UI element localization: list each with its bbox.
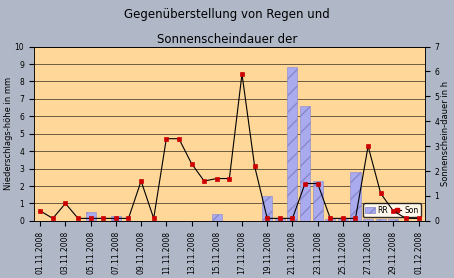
- Legend: RR, Son: RR, Son: [363, 203, 421, 217]
- Bar: [350, 172, 360, 221]
- Son: [239, 72, 245, 76]
- Son: [38, 209, 43, 213]
- Bar: [275, 219, 285, 221]
- Son: [113, 217, 118, 220]
- Bar: [325, 219, 336, 221]
- Son: [75, 217, 81, 220]
- Son: [252, 164, 257, 168]
- Son: [100, 217, 106, 220]
- Text: Gegenüberstellung von Regen und: Gegenüberstellung von Regen und: [124, 8, 330, 21]
- Son: [151, 217, 157, 220]
- Bar: [388, 219, 398, 221]
- Son: [138, 179, 144, 183]
- Son: [365, 145, 371, 148]
- Son: [202, 179, 207, 183]
- Son: [163, 137, 169, 140]
- Bar: [86, 212, 96, 221]
- Text: Sonnenscheindauer der: Sonnenscheindauer der: [157, 33, 297, 46]
- Son: [214, 177, 219, 180]
- Bar: [111, 216, 121, 221]
- Son: [353, 217, 358, 220]
- Bar: [338, 219, 348, 221]
- Y-axis label: Niederschlags-höhe in mm: Niederschlags-höhe in mm: [4, 77, 13, 190]
- Son: [88, 217, 94, 220]
- Bar: [300, 106, 310, 221]
- Y-axis label: Sonnenschein-dauer in h: Sonnenschein-dauer in h: [441, 81, 450, 186]
- Bar: [212, 214, 222, 221]
- Son: [416, 217, 421, 220]
- Bar: [313, 181, 323, 221]
- Line: Son: Son: [38, 71, 421, 221]
- Son: [315, 182, 321, 185]
- Son: [277, 217, 282, 220]
- Son: [126, 217, 131, 220]
- Bar: [375, 219, 386, 221]
- Son: [327, 217, 333, 220]
- Son: [302, 182, 308, 185]
- Son: [290, 217, 295, 220]
- Son: [50, 217, 55, 220]
- Bar: [262, 197, 272, 221]
- Son: [378, 192, 384, 195]
- Son: [176, 137, 182, 140]
- Son: [403, 217, 409, 220]
- Son: [189, 162, 194, 165]
- Bar: [363, 219, 373, 221]
- Son: [227, 177, 232, 180]
- Son: [390, 209, 396, 213]
- Son: [265, 217, 270, 220]
- Son: [340, 217, 345, 220]
- Son: [63, 202, 68, 205]
- Bar: [287, 68, 297, 221]
